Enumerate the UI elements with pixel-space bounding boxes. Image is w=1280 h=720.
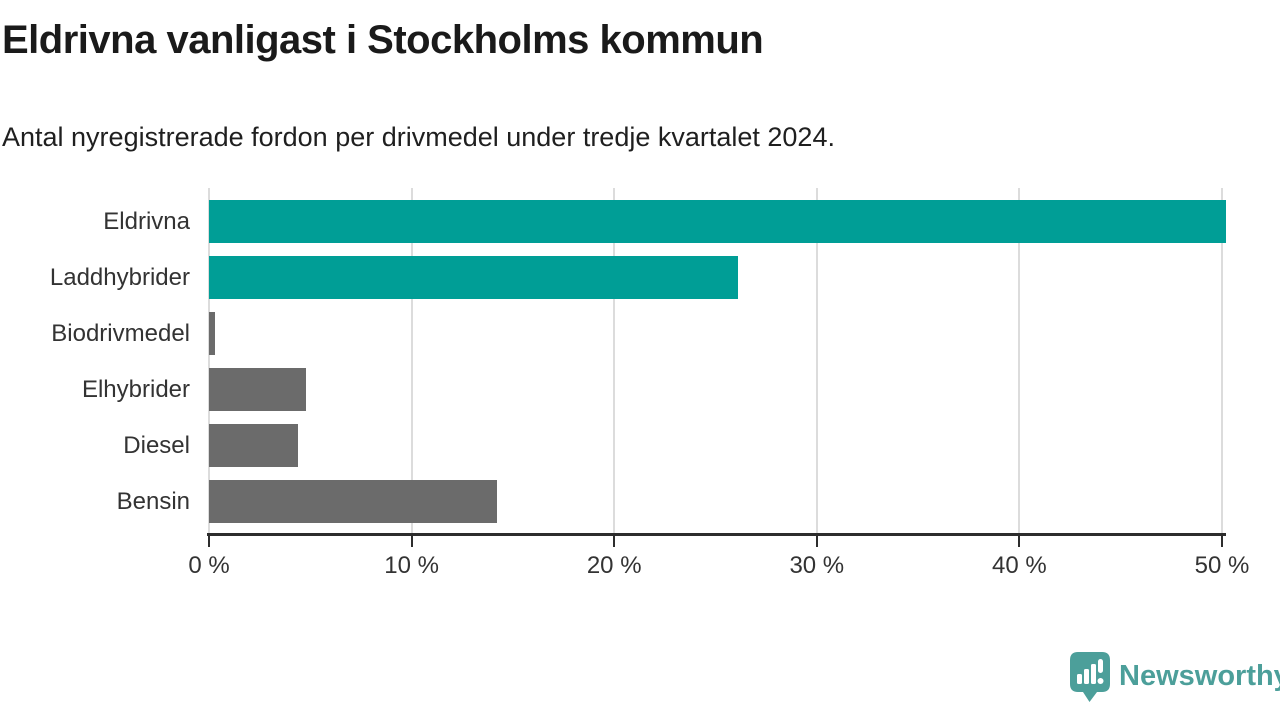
category-label: Diesel: [123, 432, 190, 459]
x-axis-tick-30: [815, 536, 818, 547]
bar-biodrivmedel: [209, 312, 216, 355]
x-axis-line: [207, 533, 1226, 536]
newsworthy-speech-bubble-barchart-icon: [1070, 652, 1110, 707]
bar-eldrivna: [209, 200, 1227, 243]
x-axis-tick-label: 0 %: [188, 552, 230, 579]
x-axis-tick-label: 10 %: [384, 552, 439, 579]
category-label: Laddhybrider: [49, 264, 190, 291]
x-axis-tick-50: [1221, 536, 1223, 547]
x-axis-tick-label: 30 %: [789, 552, 845, 579]
gridline-20: [613, 188, 616, 533]
newsworthy-logo-text: Newsworthy: [1119, 659, 1280, 692]
x-axis-tick-20: [613, 536, 616, 547]
gridline-10: [410, 188, 413, 533]
x-axis-tick-0: [208, 536, 210, 547]
category-label: Eldrivna: [103, 208, 190, 235]
gridline-40: [1018, 188, 1021, 533]
category-label: Biodrivmedel: [51, 320, 190, 347]
x-axis-tick-label: 20 %: [586, 552, 642, 579]
gridline-50: [1221, 188, 1223, 533]
chart-subtitle: Antal nyregistrerade fordon per drivmede…: [2, 122, 835, 152]
gridline-30: [815, 188, 818, 533]
newsworthy-logo: Newsworthy: [1070, 652, 1280, 707]
bar-bensin: [209, 480, 497, 523]
category-label: Elhybrider: [81, 376, 190, 403]
category-label: Bensin: [116, 488, 190, 515]
x-axis-tick-10: [410, 536, 413, 547]
chart-title: Eldrivna vanligast i Stockholms kommun: [2, 18, 764, 62]
gridline-0: [208, 188, 210, 533]
x-axis-tick-label: 40 %: [992, 552, 1047, 579]
x-axis-tick-label: 50 %: [1194, 552, 1250, 579]
x-axis-tick-40: [1018, 536, 1021, 547]
bar-diesel: [209, 424, 299, 467]
bar-laddhybrider: [209, 256, 738, 299]
bar-elhybrider: [209, 368, 307, 411]
